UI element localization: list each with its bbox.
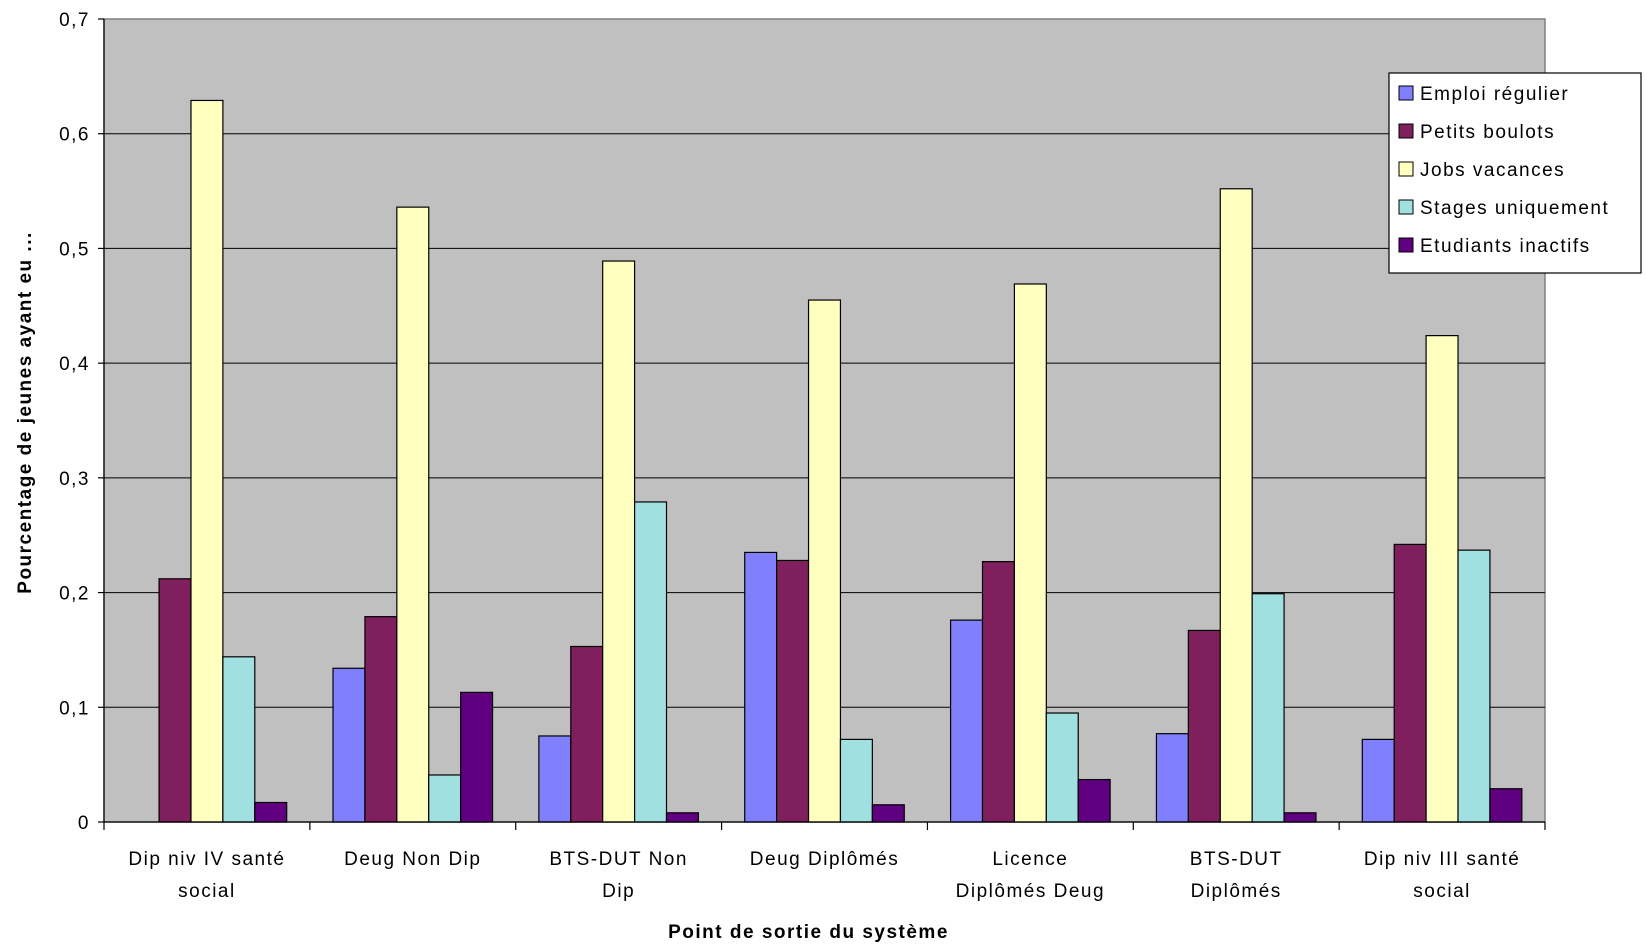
bar xyxy=(981,560,1016,823)
y-tick-label: 0,1 xyxy=(59,698,90,719)
legend-box xyxy=(1388,72,1642,274)
bar xyxy=(538,735,572,823)
bar xyxy=(1425,335,1459,823)
y-tick-label: 0,4 xyxy=(59,354,90,375)
x-tick-label: BTS-DUT Non Dip xyxy=(549,849,688,902)
bar xyxy=(744,551,778,823)
x-tick-label: Deug Diplômés xyxy=(750,849,899,870)
bar xyxy=(871,804,905,823)
x-axis-title: Point de sortie du système xyxy=(668,922,949,943)
y-axis-title: Pourcentage de jeunes ayant eu ... xyxy=(15,231,36,593)
bar xyxy=(1489,788,1523,823)
legend-swatch xyxy=(1398,199,1414,215)
x-tick-label: Deug Non Dip xyxy=(344,849,481,870)
legend-label: Petits boulots xyxy=(1420,122,1555,143)
bars xyxy=(158,99,1523,823)
bar xyxy=(254,801,288,823)
axes xyxy=(98,18,1546,830)
bar xyxy=(776,559,810,823)
legend-swatch xyxy=(1398,123,1414,139)
bar xyxy=(949,619,984,823)
legend-label: Etudiants inactifs xyxy=(1420,236,1591,257)
bar xyxy=(222,656,256,823)
bar xyxy=(633,501,668,823)
bar xyxy=(1283,812,1317,823)
bar xyxy=(602,260,636,823)
x-tick-labels: Dip niv IV santé social Deug Non Dip BTS-DU… xyxy=(128,849,1520,902)
bar xyxy=(1077,778,1111,823)
bar xyxy=(1187,629,1221,823)
x-tick-label: Licence Diplômés Deug xyxy=(956,849,1105,902)
y-tick-label: 0,7 xyxy=(59,10,90,31)
bar xyxy=(364,616,398,823)
x-tick-label: Dip niv III santé social xyxy=(1364,849,1520,902)
bar xyxy=(1251,593,1285,823)
legend-swatch xyxy=(1398,85,1414,101)
bar xyxy=(1219,188,1253,823)
bar xyxy=(396,206,430,823)
bar xyxy=(1361,738,1395,823)
bar xyxy=(839,738,873,823)
bar xyxy=(807,299,842,823)
y-tick-labels: 0 0,1 0,2 0,3 0,4 0,5 0,6 0,7 xyxy=(59,10,90,834)
x-tick-label: BTS-DUT Diplômés xyxy=(1190,849,1283,902)
y-tick-label: 0 xyxy=(78,813,90,834)
bar xyxy=(1013,283,1047,823)
y-tick-label: 0,5 xyxy=(59,239,90,260)
bar xyxy=(1457,549,1491,823)
bar xyxy=(1155,733,1189,823)
legend-swatch xyxy=(1398,161,1414,177)
y-tick-label: 0,3 xyxy=(59,469,90,490)
legend-label: Stages uniquement xyxy=(1420,198,1609,219)
bar xyxy=(428,774,462,823)
legend-swatch xyxy=(1398,237,1414,253)
legend-label: Jobs vacances xyxy=(1420,160,1565,181)
y-tick-label: 0,2 xyxy=(59,584,90,605)
bar xyxy=(158,578,192,823)
bar xyxy=(1393,543,1427,823)
bar xyxy=(460,691,494,823)
bar xyxy=(1045,712,1079,823)
legend: Emploi régulier Petits boulots Jobs vacanc… xyxy=(1388,72,1642,274)
y-tick-label: 0,6 xyxy=(59,125,90,146)
bar xyxy=(665,812,700,823)
bar xyxy=(190,99,224,823)
bar xyxy=(570,645,604,823)
legend-label: Emploi régulier xyxy=(1420,84,1569,105)
bar xyxy=(332,667,366,823)
x-tick-label: Dip niv IV santé social xyxy=(128,849,285,902)
